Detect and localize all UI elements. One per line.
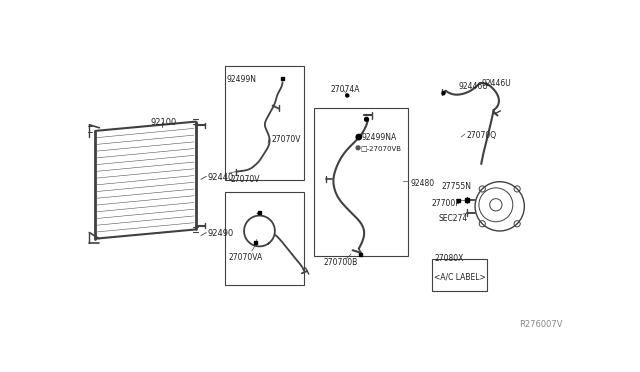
Text: 27074A: 27074A — [330, 85, 360, 94]
Text: <A/C LABEL>: <A/C LABEL> — [434, 273, 486, 282]
Circle shape — [442, 92, 445, 95]
Text: 27070Q: 27070Q — [467, 131, 497, 140]
Text: 27080X: 27080X — [435, 254, 463, 263]
Circle shape — [356, 146, 360, 150]
Text: 27070V: 27070V — [271, 135, 301, 144]
Text: 270700B: 270700B — [323, 258, 358, 267]
Text: 92490: 92490 — [207, 230, 234, 238]
Text: 92446U: 92446U — [459, 81, 489, 91]
Bar — [359, 253, 362, 256]
Text: 27755N: 27755N — [441, 182, 471, 191]
Text: 92446U: 92446U — [482, 78, 512, 87]
Text: 92499NA: 92499NA — [362, 133, 397, 142]
Text: 92480: 92480 — [410, 179, 435, 187]
Text: 92100: 92100 — [151, 118, 177, 127]
Bar — [314, 108, 408, 256]
Circle shape — [346, 94, 349, 97]
Text: 27700P: 27700P — [432, 199, 461, 208]
Bar — [458, 199, 460, 202]
Text: □-27070VB: □-27070VB — [360, 145, 401, 151]
Bar — [258, 211, 261, 214]
Bar — [432, 259, 488, 291]
Text: 92499N: 92499N — [227, 76, 257, 84]
Text: R276007V: R276007V — [519, 320, 563, 329]
Text: SEC274: SEC274 — [438, 214, 467, 223]
Bar — [225, 192, 304, 285]
Text: 92440: 92440 — [207, 173, 234, 182]
Text: 27070V: 27070V — [231, 175, 260, 184]
Bar — [465, 198, 468, 202]
Text: 27070VA: 27070VA — [228, 253, 263, 262]
Bar — [281, 77, 285, 80]
Circle shape — [365, 118, 369, 121]
Bar — [225, 66, 304, 180]
Circle shape — [356, 134, 362, 140]
Bar — [254, 241, 257, 244]
